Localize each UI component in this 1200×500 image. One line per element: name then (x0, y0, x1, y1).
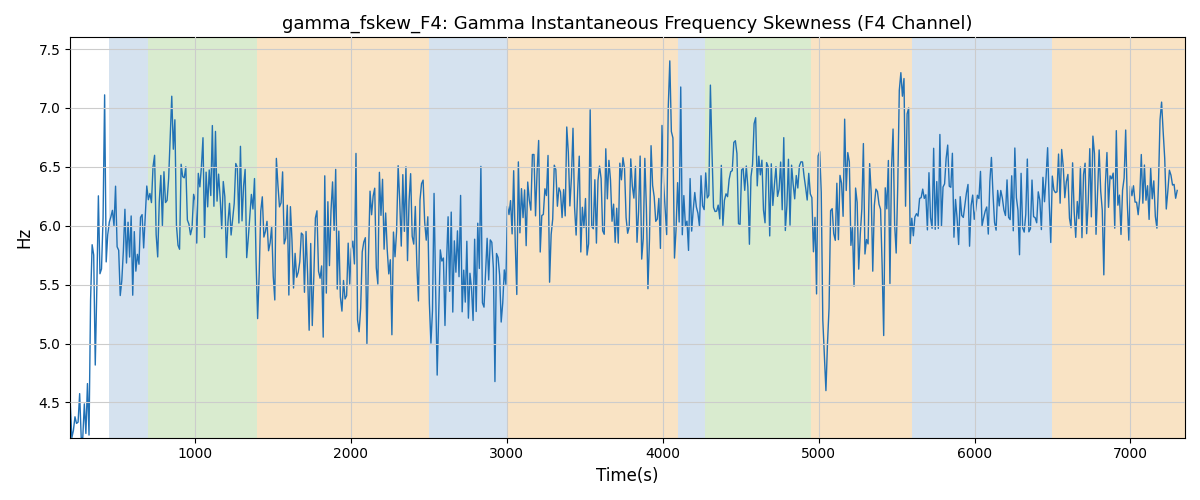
Bar (506, 38, 678, 438)
Bar (704, 38, 811, 438)
Bar (109, 38, 149, 438)
X-axis label: Time(s): Time(s) (596, 467, 659, 485)
Bar (149, 38, 257, 438)
Bar (912, 38, 1052, 438)
Bar (678, 38, 704, 438)
Title: gamma_fskew_F4: Gamma Instantaneous Frequency Skewness (F4 Channel): gamma_fskew_F4: Gamma Instantaneous Freq… (282, 15, 973, 34)
Bar (1052, 38, 1186, 438)
Bar (428, 38, 506, 438)
Y-axis label: Hz: Hz (16, 227, 34, 248)
Bar (811, 38, 912, 438)
Bar (257, 38, 428, 438)
